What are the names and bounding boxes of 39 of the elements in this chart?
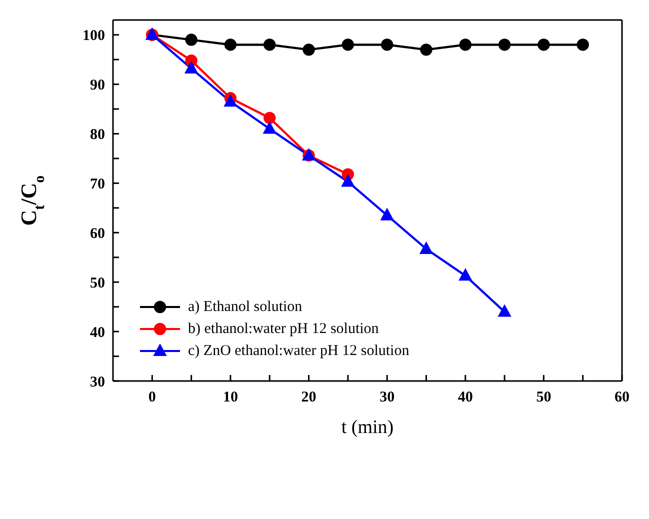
- point: [576, 38, 589, 51]
- point: [224, 38, 237, 51]
- y-tick-label: 100: [82, 28, 105, 44]
- point: [538, 38, 550, 51]
- point: [264, 38, 276, 51]
- legend-label: a) Ethanol solution: [188, 298, 302, 316]
- y-tick-label: 70: [90, 176, 105, 193]
- point: [224, 94, 237, 107]
- point: [420, 44, 432, 56]
- y-tick-label: 40: [90, 324, 105, 341]
- y-tick-label: 60: [90, 226, 105, 242]
- point: [498, 304, 512, 317]
- point: [185, 34, 198, 46]
- y-tick-label: 30: [90, 374, 105, 390]
- x-tick-label: 0: [148, 390, 156, 406]
- x-axis-title: t (min): [341, 417, 394, 438]
- point: [264, 112, 276, 124]
- y-tick-label: 80: [90, 127, 105, 144]
- point: [184, 61, 198, 74]
- x-tick-label: 50: [536, 390, 552, 406]
- y-tick-label: 50: [90, 275, 105, 292]
- point: [498, 38, 511, 51]
- y-tick-label: 90: [90, 78, 105, 94]
- point: [380, 38, 394, 51]
- x-tick-label: 40: [458, 390, 473, 406]
- x-tick-label: 20: [301, 390, 316, 406]
- point: [263, 122, 276, 134]
- point: [459, 38, 472, 51]
- point: [458, 268, 472, 281]
- point: [302, 44, 315, 56]
- point: [420, 242, 433, 254]
- point: [341, 174, 354, 187]
- x-tick-label: 10: [222, 390, 238, 406]
- x-tick-label: 60: [614, 390, 630, 406]
- legend-label: b) ethanol:water pH 12 solution: [188, 320, 379, 338]
- legend-label: c) ZnO ethanol:water pH 12 solution: [188, 342, 410, 360]
- x-tick-label: 30: [380, 390, 395, 406]
- point: [380, 208, 394, 220]
- point: [342, 38, 354, 51]
